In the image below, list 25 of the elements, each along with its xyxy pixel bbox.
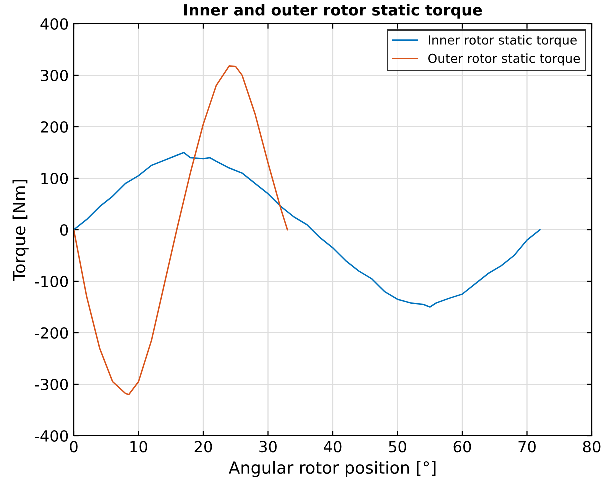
y-tick-label: -200	[35, 327, 68, 340]
x-tick-label: 10	[130, 441, 148, 453]
x-tick-label: 30	[260, 441, 277, 453]
y-tick-label: -100	[35, 276, 68, 288]
x-tick-label: 20	[194, 441, 212, 453]
y-tick-label: -400	[35, 430, 68, 442]
line-series	[74, 152, 541, 308]
x-tick-label: 80	[583, 441, 601, 453]
y-tick-label: 200	[41, 121, 68, 134]
y-tick-label: -300	[35, 378, 68, 391]
y-tick-label: 100	[42, 172, 68, 185]
x-tick-label: 40	[324, 441, 342, 453]
x-tick-label: 50	[389, 441, 406, 453]
y-tick-label: 300	[41, 70, 68, 82]
chart-title: Inner and outer rotor static torque	[184, 4, 482, 19]
x-tick-label: 0	[70, 441, 78, 453]
legend-label: Outer rotor static torque	[428, 54, 580, 66]
x-tick-label: 60	[454, 441, 472, 453]
x-tick-label: 70	[518, 441, 536, 453]
line-series	[74, 66, 288, 396]
y-axis-title: Torque [Nm]	[12, 180, 29, 282]
legend-label: Inner rotor static torque	[429, 35, 577, 48]
y-tick-label: 0	[60, 224, 68, 236]
y-tick-label: 400	[40, 18, 68, 30]
x-axis-title: Angular rotor position [°]	[228, 461, 436, 478]
